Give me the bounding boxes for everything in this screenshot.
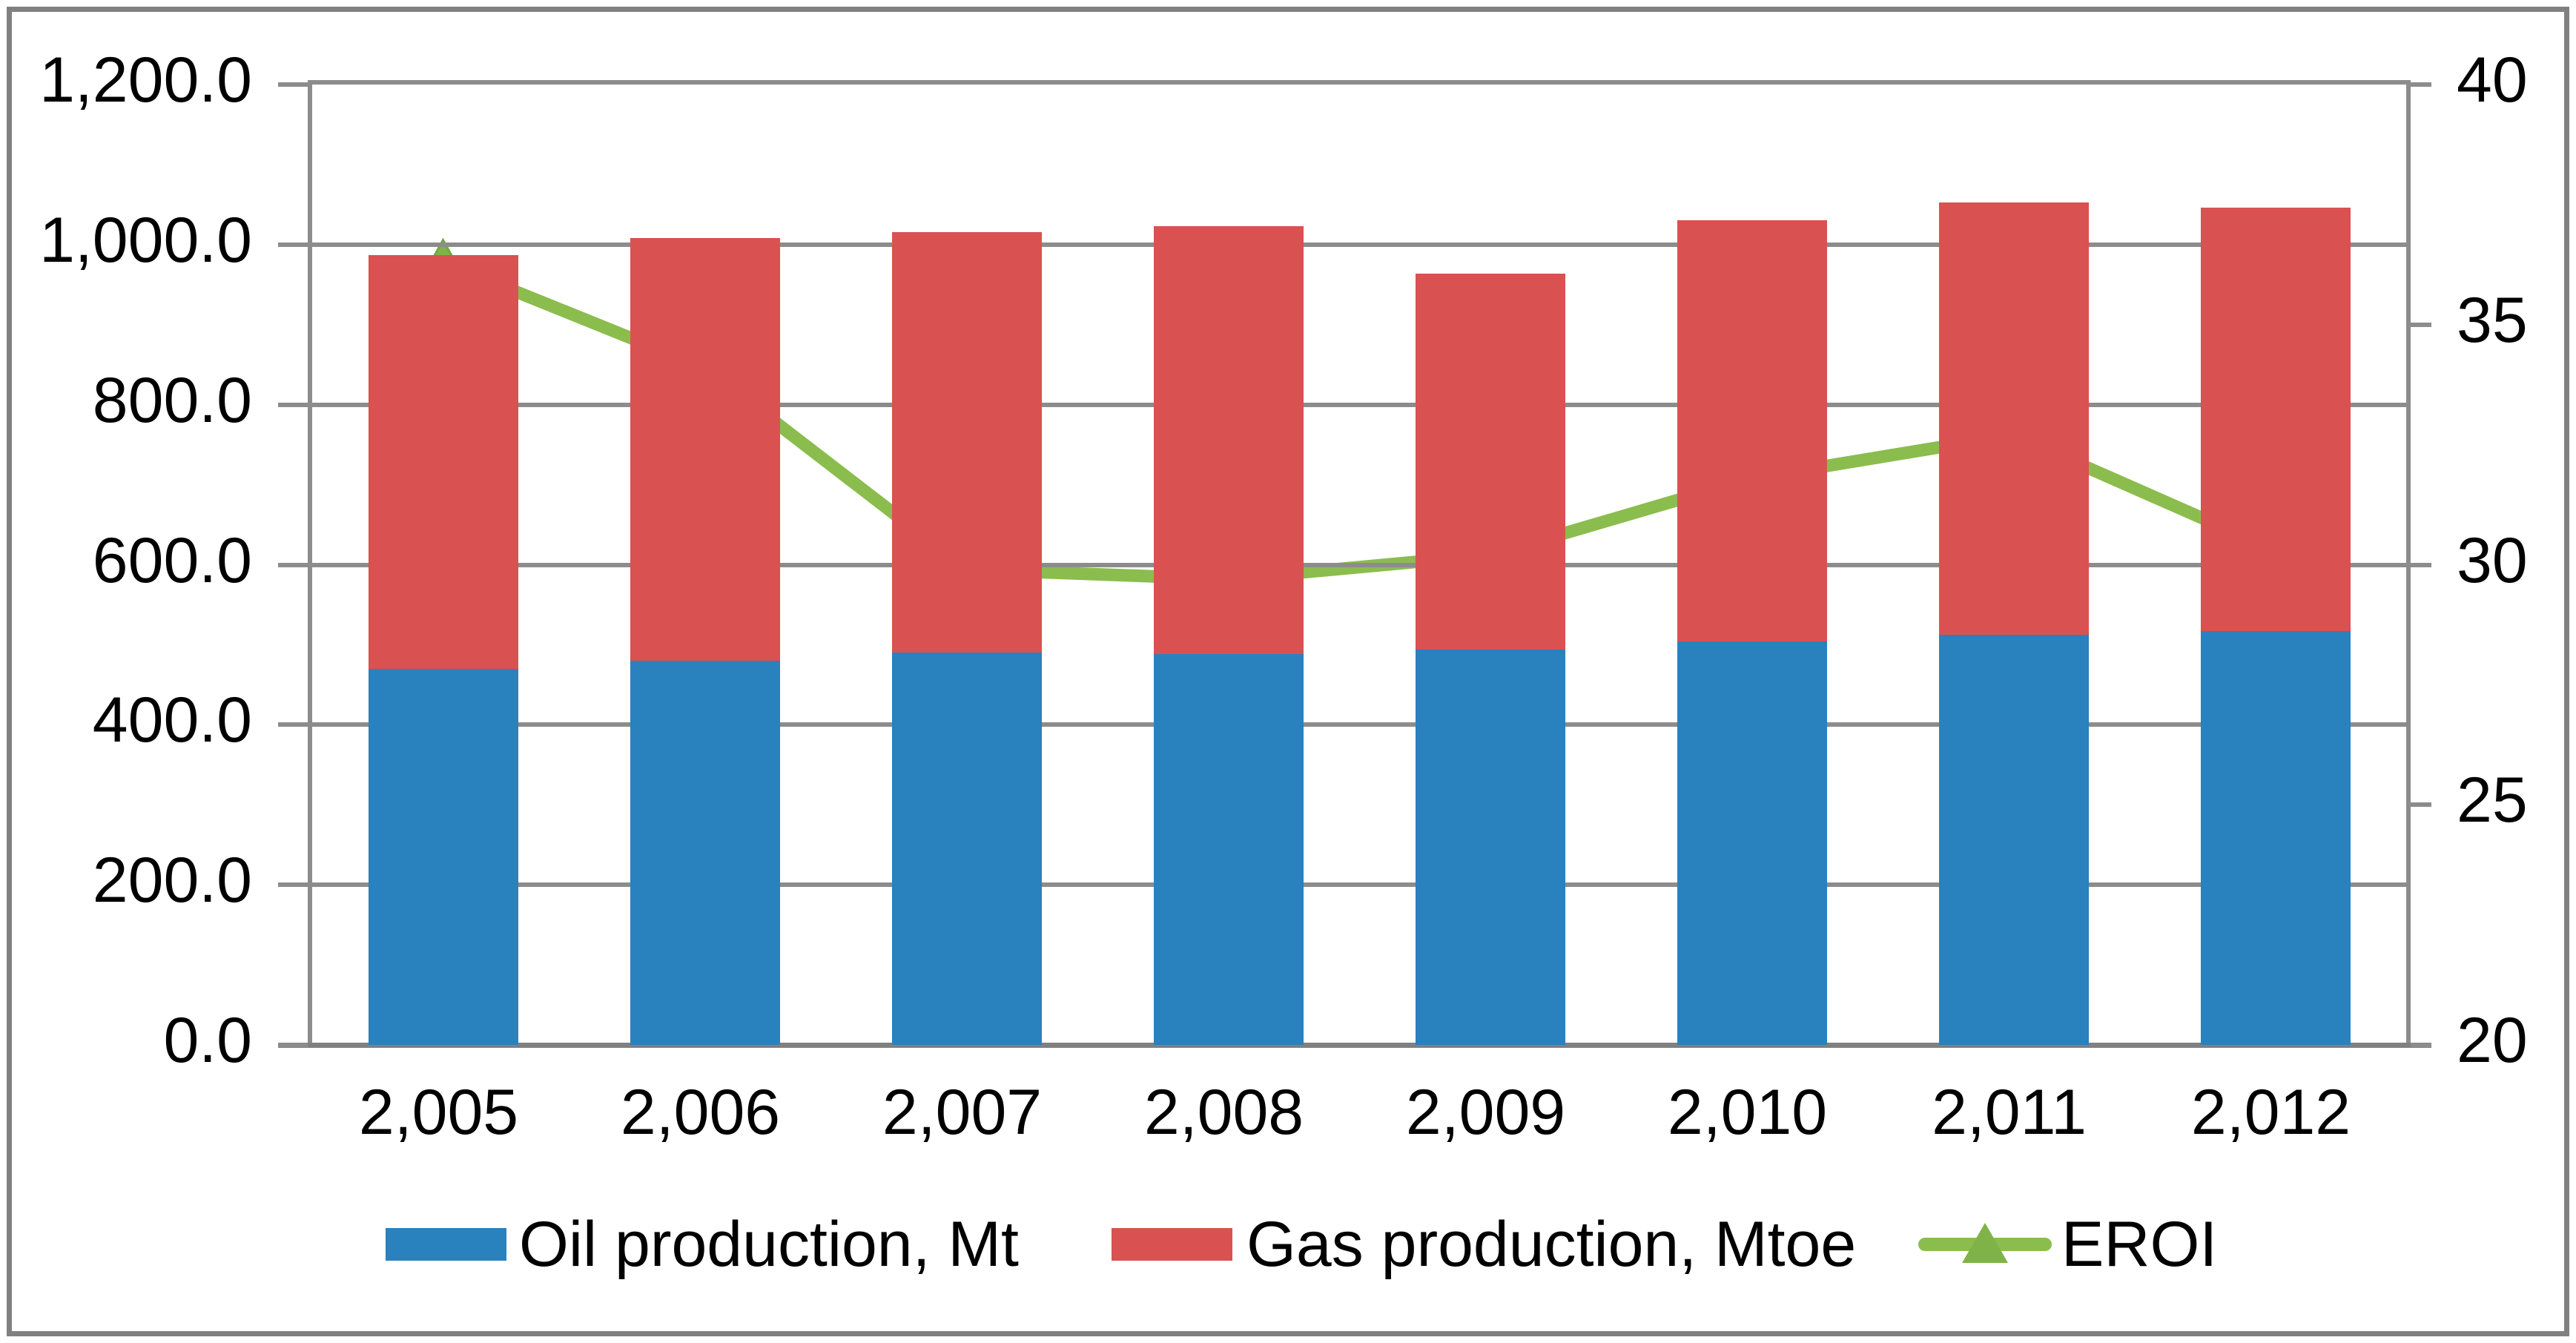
y-axis-left-tick-label: 200.0 bbox=[92, 845, 252, 917]
legend-item-oil: Oil production, Mt bbox=[386, 1209, 1019, 1280]
x-axis-tick-label: 2,012 bbox=[2190, 1077, 2351, 1148]
oil-production-bar bbox=[368, 668, 518, 1045]
gas-production-bar bbox=[1415, 273, 1565, 650]
oil-legend-swatch bbox=[386, 1228, 506, 1261]
x-axis-tick-label: 2,008 bbox=[1143, 1077, 1304, 1148]
y-axis-left-tick-label: 400.0 bbox=[92, 684, 252, 756]
gridline bbox=[312, 882, 2406, 888]
oil-production-bar bbox=[891, 653, 1042, 1045]
y-axis-right-tick bbox=[2411, 802, 2431, 808]
y-axis-right-tick bbox=[2411, 1043, 2431, 1047]
x-axis-tick-label: 2,011 bbox=[1932, 1077, 2087, 1148]
gridline bbox=[312, 242, 2406, 247]
oil-production-bar bbox=[630, 661, 780, 1045]
y-axis-left-tick-label: 600.0 bbox=[92, 524, 252, 596]
y-axis-left-tick bbox=[278, 82, 308, 87]
y-axis-left-tick bbox=[278, 562, 308, 567]
y-axis-right-tick-label: 40 bbox=[2457, 44, 2528, 116]
legend-item-eroi: EROI bbox=[1918, 1209, 2218, 1280]
x-axis-tick-label: 2,009 bbox=[1405, 1077, 1566, 1148]
gas-production-bar bbox=[1938, 202, 2089, 636]
y-axis-left-tick bbox=[278, 242, 308, 247]
y-axis-right-tick-label: 25 bbox=[2457, 765, 2528, 837]
gas-production-bar bbox=[368, 254, 518, 669]
x-axis-tick-label: 2,010 bbox=[1667, 1077, 1828, 1148]
x-axis-tick-label: 2,005 bbox=[358, 1077, 519, 1148]
y-axis-right-tick bbox=[2411, 322, 2431, 327]
y-axis-right-tick-label: 35 bbox=[2457, 284, 2528, 356]
x-axis-tick-label: 2,006 bbox=[620, 1077, 781, 1148]
gridline bbox=[312, 722, 2406, 727]
y-axis-left-tick-label: 800.0 bbox=[92, 364, 252, 436]
legend-label-eroi: EROI bbox=[2061, 1209, 2218, 1280]
gridline bbox=[312, 562, 2406, 567]
y-axis-left-tick bbox=[278, 1043, 308, 1047]
eroi-legend-marker bbox=[1918, 1221, 2052, 1268]
y-axis-right-tick-label: 30 bbox=[2457, 524, 2528, 596]
oil-production-bar bbox=[2200, 631, 2351, 1045]
plot-area bbox=[278, 80, 2431, 1048]
gas-production-bar bbox=[630, 238, 780, 661]
oil-production-bar bbox=[1677, 641, 1827, 1045]
oil-production-bar bbox=[1415, 649, 1565, 1045]
y-axis-left-tick bbox=[278, 722, 308, 727]
gas-production-bar bbox=[891, 231, 1042, 653]
legend-label-gas: Gas production, Mtoe bbox=[1246, 1209, 1857, 1280]
x-axis-line bbox=[278, 1043, 2431, 1048]
oil-production-bar bbox=[1938, 635, 2089, 1045]
gridline bbox=[312, 402, 2406, 407]
gas-production-bar bbox=[1677, 220, 1827, 642]
gas-legend-swatch bbox=[1112, 1228, 1232, 1261]
y-axis-left-tick-label: 1,200.0 bbox=[39, 44, 252, 116]
oil-production-bar bbox=[1153, 654, 1304, 1045]
y-axis-left-tick-label: 1,000.0 bbox=[39, 204, 252, 276]
legend-item-gas: Gas production, Mtoe bbox=[1112, 1209, 1857, 1280]
y-axis-left-tick bbox=[278, 402, 308, 407]
figure-border bbox=[7, 7, 2569, 1336]
y-axis-left-tick-label: 0.0 bbox=[163, 1005, 252, 1076]
legend-label-oil: Oil production, Mt bbox=[519, 1209, 1019, 1280]
y-axis-right-tick bbox=[2411, 562, 2431, 567]
eroi-legend-triangle-icon bbox=[1962, 1223, 2008, 1263]
y-axis-right-tick bbox=[2411, 82, 2431, 87]
y-axis-left-tick bbox=[278, 882, 308, 888]
gas-production-bar bbox=[1153, 226, 1304, 655]
y-axis-right-tick-label: 20 bbox=[2457, 1005, 2528, 1076]
legend: Oil production, Mt Gas production, Mtoe … bbox=[0, 1209, 2576, 1280]
x-axis-tick-label: 2,007 bbox=[882, 1077, 1043, 1148]
gas-production-bar bbox=[2200, 208, 2351, 632]
